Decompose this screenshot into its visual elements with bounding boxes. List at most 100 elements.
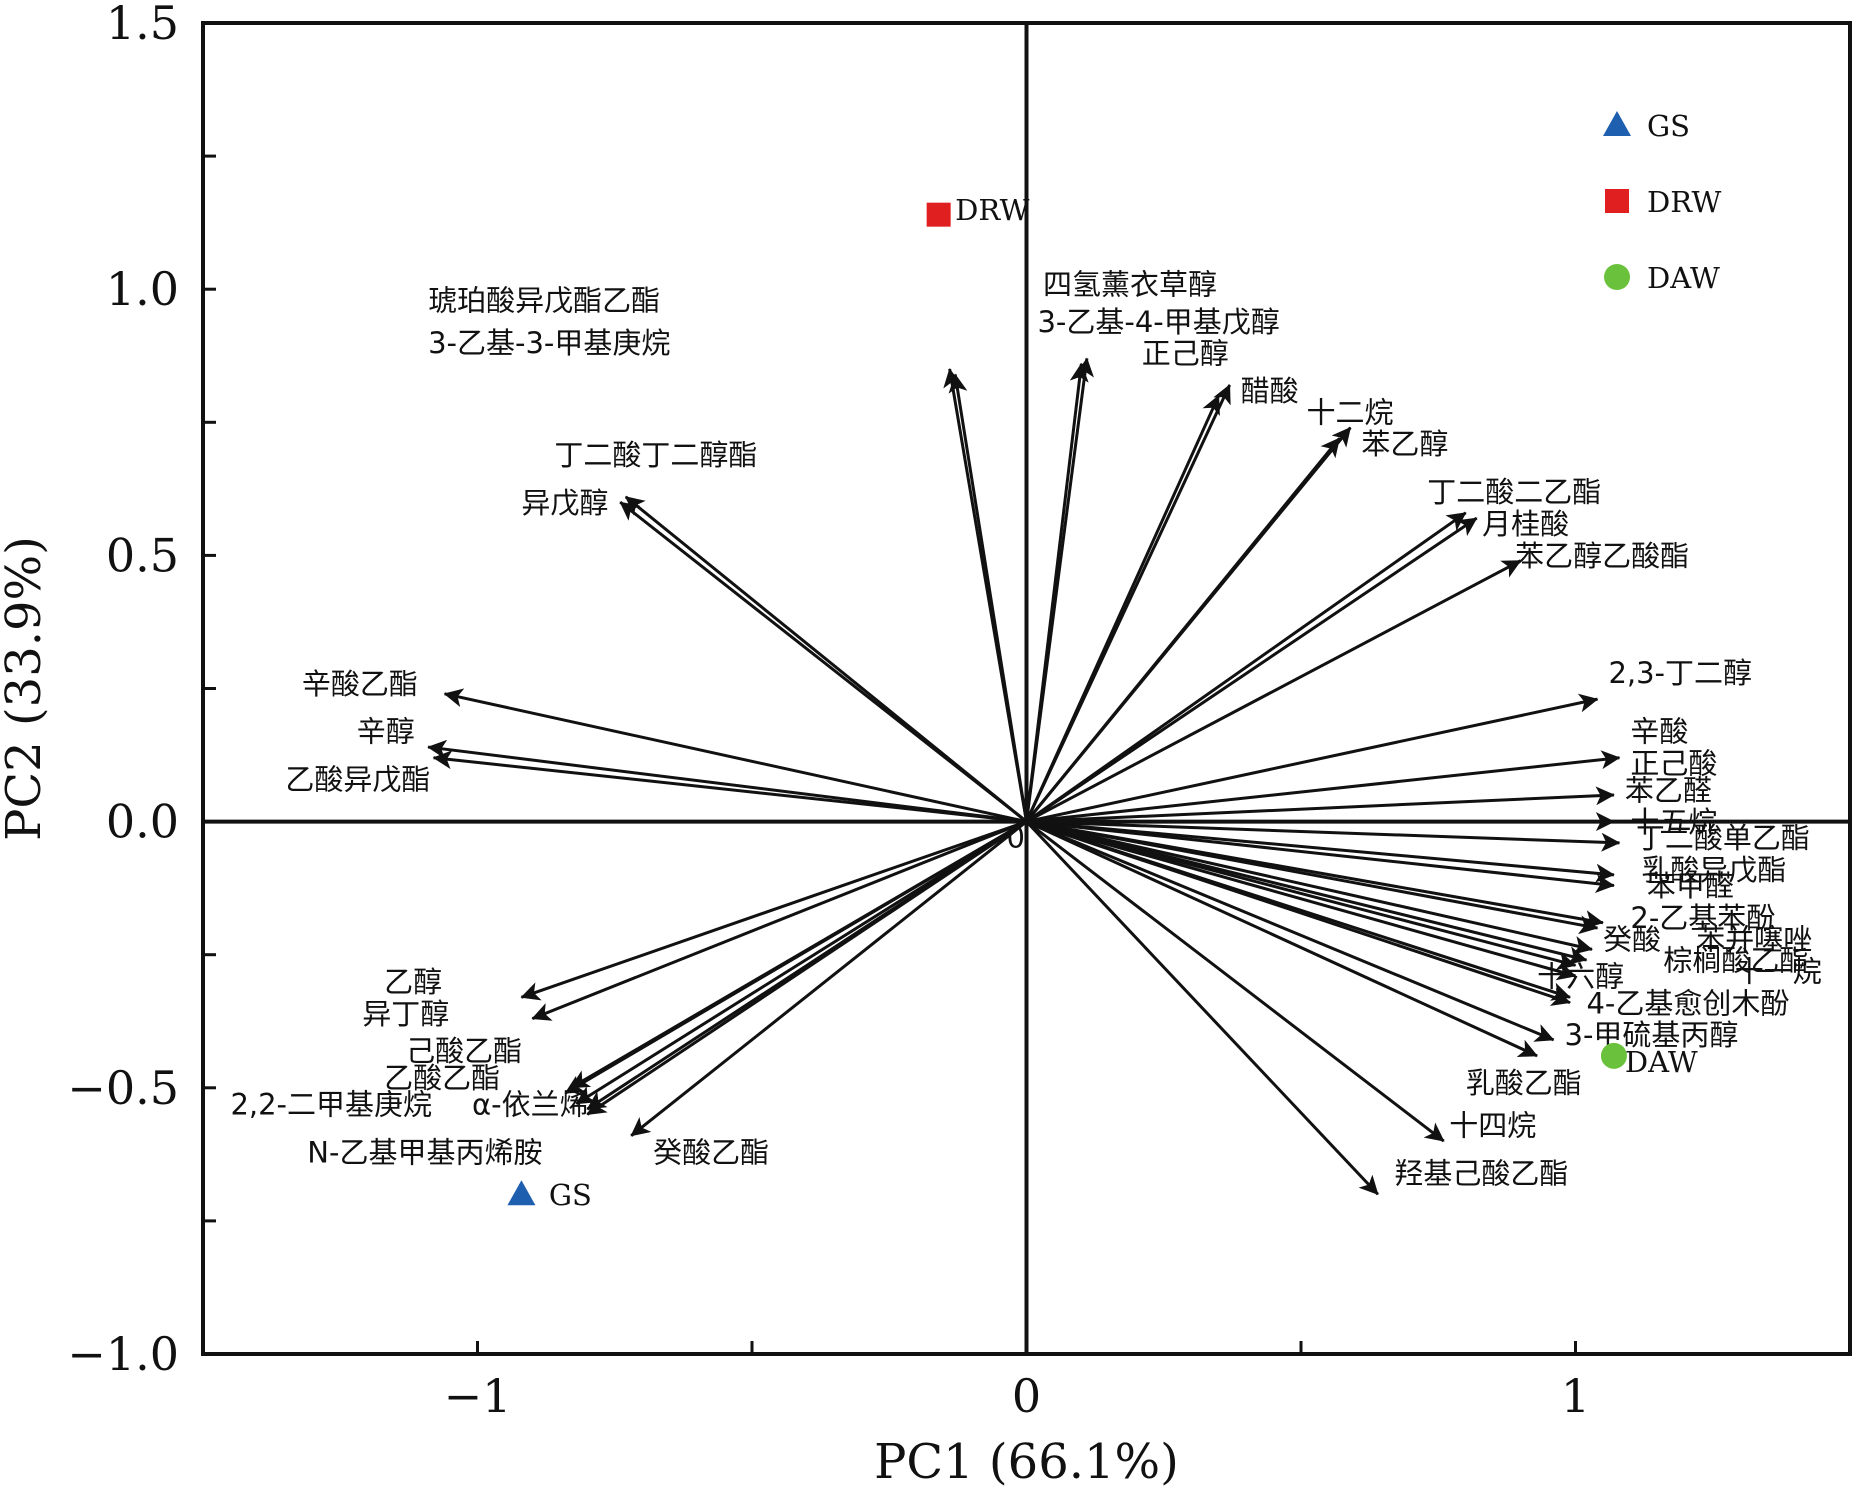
loading-arrow: [948, 373, 1028, 822]
loading-label: 月桂酸: [1482, 507, 1569, 541]
loading-label: 醋酸: [1241, 374, 1299, 408]
legend-label: DAW: [1647, 261, 1720, 295]
loading-arrow: [564, 820, 1028, 1095]
loading-label: 2,2-二甲基庚烷: [230, 1087, 432, 1121]
loading-label: 乳酸乙酯: [1466, 1066, 1582, 1100]
loading-label: 琥珀酸异戊酯乙酯: [428, 283, 660, 317]
loading-arrow: [443, 688, 1027, 824]
legend-marker: [1605, 189, 1629, 213]
loading-label: N-乙基甲基丙烯胺: [307, 1135, 542, 1169]
loading-label: 苯并噻唑: [1696, 922, 1812, 956]
loading-arrow: [1026, 820, 1577, 981]
loading-arrow: [1026, 820, 1621, 852]
loading-label: 异丁醇: [362, 997, 449, 1031]
x-tick-label: 1: [1561, 1369, 1590, 1423]
loading-arrow: [1025, 559, 1522, 823]
loading-arrow: [619, 500, 1028, 823]
loading-arrow: [1026, 820, 1599, 935]
loading-labels: 琥珀酸异戊酯乙酯 3-乙基-3-甲基庚烷 四氢薰衣草醇3-乙基-4-甲基戊醇正己醇醋…: [230, 268, 1821, 1191]
loading-arrows: [427, 357, 1621, 1196]
loading-label: 苯乙醇乙酸酯: [1515, 539, 1689, 573]
y-tick-label: 1.0: [106, 262, 179, 316]
y-tick-label: −1.0: [67, 1327, 179, 1381]
loading-label: 羟基己酸乙酯: [1394, 1157, 1568, 1191]
sample-points: GS DRW DAW: [507, 193, 1698, 1212]
loading-arrow: [575, 820, 1028, 1106]
loading-label: 丁二酸单乙酯: [1636, 821, 1810, 855]
sample-label: GS: [549, 1178, 592, 1212]
loading-label: 四氢薰衣草醇: [1043, 268, 1217, 302]
loading-label: 异戊醇: [521, 486, 608, 520]
loading-label: 乙酸乙酯: [384, 1061, 500, 1095]
x-tick-label: 0: [1012, 1369, 1041, 1423]
y-tick-label: 1.5: [106, 0, 179, 50]
sample-label: DRW: [955, 193, 1029, 227]
loading-arrow: [1026, 820, 1615, 893]
loading-arrow: [1026, 820, 1577, 970]
legend-marker: [1603, 111, 1631, 136]
loading-label: 辛酸乙酯: [302, 667, 418, 701]
y-tick-label: −0.5: [67, 1061, 179, 1115]
loading-label: 棕榈酸乙酯: [1663, 944, 1808, 978]
loading-label: 十六醇: [1537, 960, 1624, 994]
loading-arrow: [432, 750, 1027, 824]
loading-label: 正己醇: [1142, 337, 1229, 371]
loading-arrow: [1026, 820, 1593, 955]
loading-label: 丁二酸二乙酯: [1427, 475, 1601, 509]
axes: −1 0 1 −1.0 −0.5 0.0 0.5 1.0 1.5 0: [67, 0, 1850, 1423]
sample-point: [507, 1180, 536, 1206]
loading-label: 乙醇: [384, 965, 442, 999]
loading-arrow: [1025, 437, 1341, 823]
legend-marker: [1604, 264, 1630, 290]
x-axis-title: PC1 (66.1%): [874, 1434, 1179, 1490]
loading-label: 2,3-丁二醇: [1608, 656, 1752, 690]
loading-arrow: [586, 820, 1028, 1116]
sample-point: [926, 202, 951, 227]
loading-arrow: [1026, 820, 1615, 883]
loading-arrow: [1025, 820, 1445, 1143]
loading-arrow: [427, 739, 1027, 824]
loading-label: 辛酸: [1630, 715, 1688, 749]
loading-arrow: [1025, 516, 1478, 823]
loading-label: 乳酸异戊酯: [1641, 853, 1786, 887]
sample-label: DAW: [1625, 1045, 1698, 1079]
loading-label: 3-乙基-4-甲基戊醇: [1037, 305, 1279, 339]
loading-label: 十一烷: [1735, 954, 1822, 988]
legend-label: GS: [1647, 109, 1690, 143]
loading-arrow: [1025, 820, 1555, 1042]
loading-arrow: [1026, 786, 1615, 824]
loading-arrow: [1025, 362, 1089, 822]
sample-point: [1600, 1042, 1627, 1069]
loading-label: 乙酸异戊酯: [285, 763, 430, 797]
y-axis-title: PC2 (33.9%): [0, 536, 52, 841]
loading-arrow: [1026, 750, 1621, 824]
loading-label: 己酸乙酯: [406, 1034, 522, 1068]
loading-label: 苯甲醛: [1647, 869, 1734, 903]
loading-label: 十二烷: [1306, 395, 1393, 429]
loading-label: 3-甲硫基丙醇: [1565, 1018, 1739, 1052]
legend-label: DRW: [1647, 185, 1721, 219]
loading-label: 3-乙基-3-甲基庚烷: [428, 326, 670, 360]
loading-label: 2-乙基苯酚: [1630, 901, 1775, 935]
loading-label: 丁二酸丁二醇酯: [554, 438, 757, 472]
loading-arrow: [1025, 820, 1379, 1196]
loading-label: 辛醇: [357, 715, 415, 749]
loading-arrow: [520, 820, 1027, 1001]
loading-label: 十四烷: [1449, 1109, 1536, 1143]
loading-arrow: [1025, 820, 1538, 1058]
loading-label: 癸酸乙酯: [653, 1135, 769, 1169]
y-tick-label: 0.0: [106, 795, 179, 849]
loading-label: 苯乙醇: [1361, 427, 1448, 461]
legend: GS DRW DAW: [1603, 109, 1721, 295]
origin-label: 0: [1007, 821, 1025, 855]
x-tick-label: −1: [444, 1369, 512, 1423]
loading-label: α-依兰烯: [472, 1087, 589, 1121]
loading-arrow: [630, 820, 1028, 1137]
loading-label: 癸酸: [1603, 922, 1661, 956]
loading-arrow: [1025, 394, 1221, 823]
loading-label: 苯乙醛: [1625, 773, 1712, 807]
loading-label: 正己酸: [1630, 747, 1717, 781]
y-tick-label: 0.5: [106, 528, 179, 582]
loading-label: 4-乙基愈创木酚: [1586, 986, 1789, 1020]
